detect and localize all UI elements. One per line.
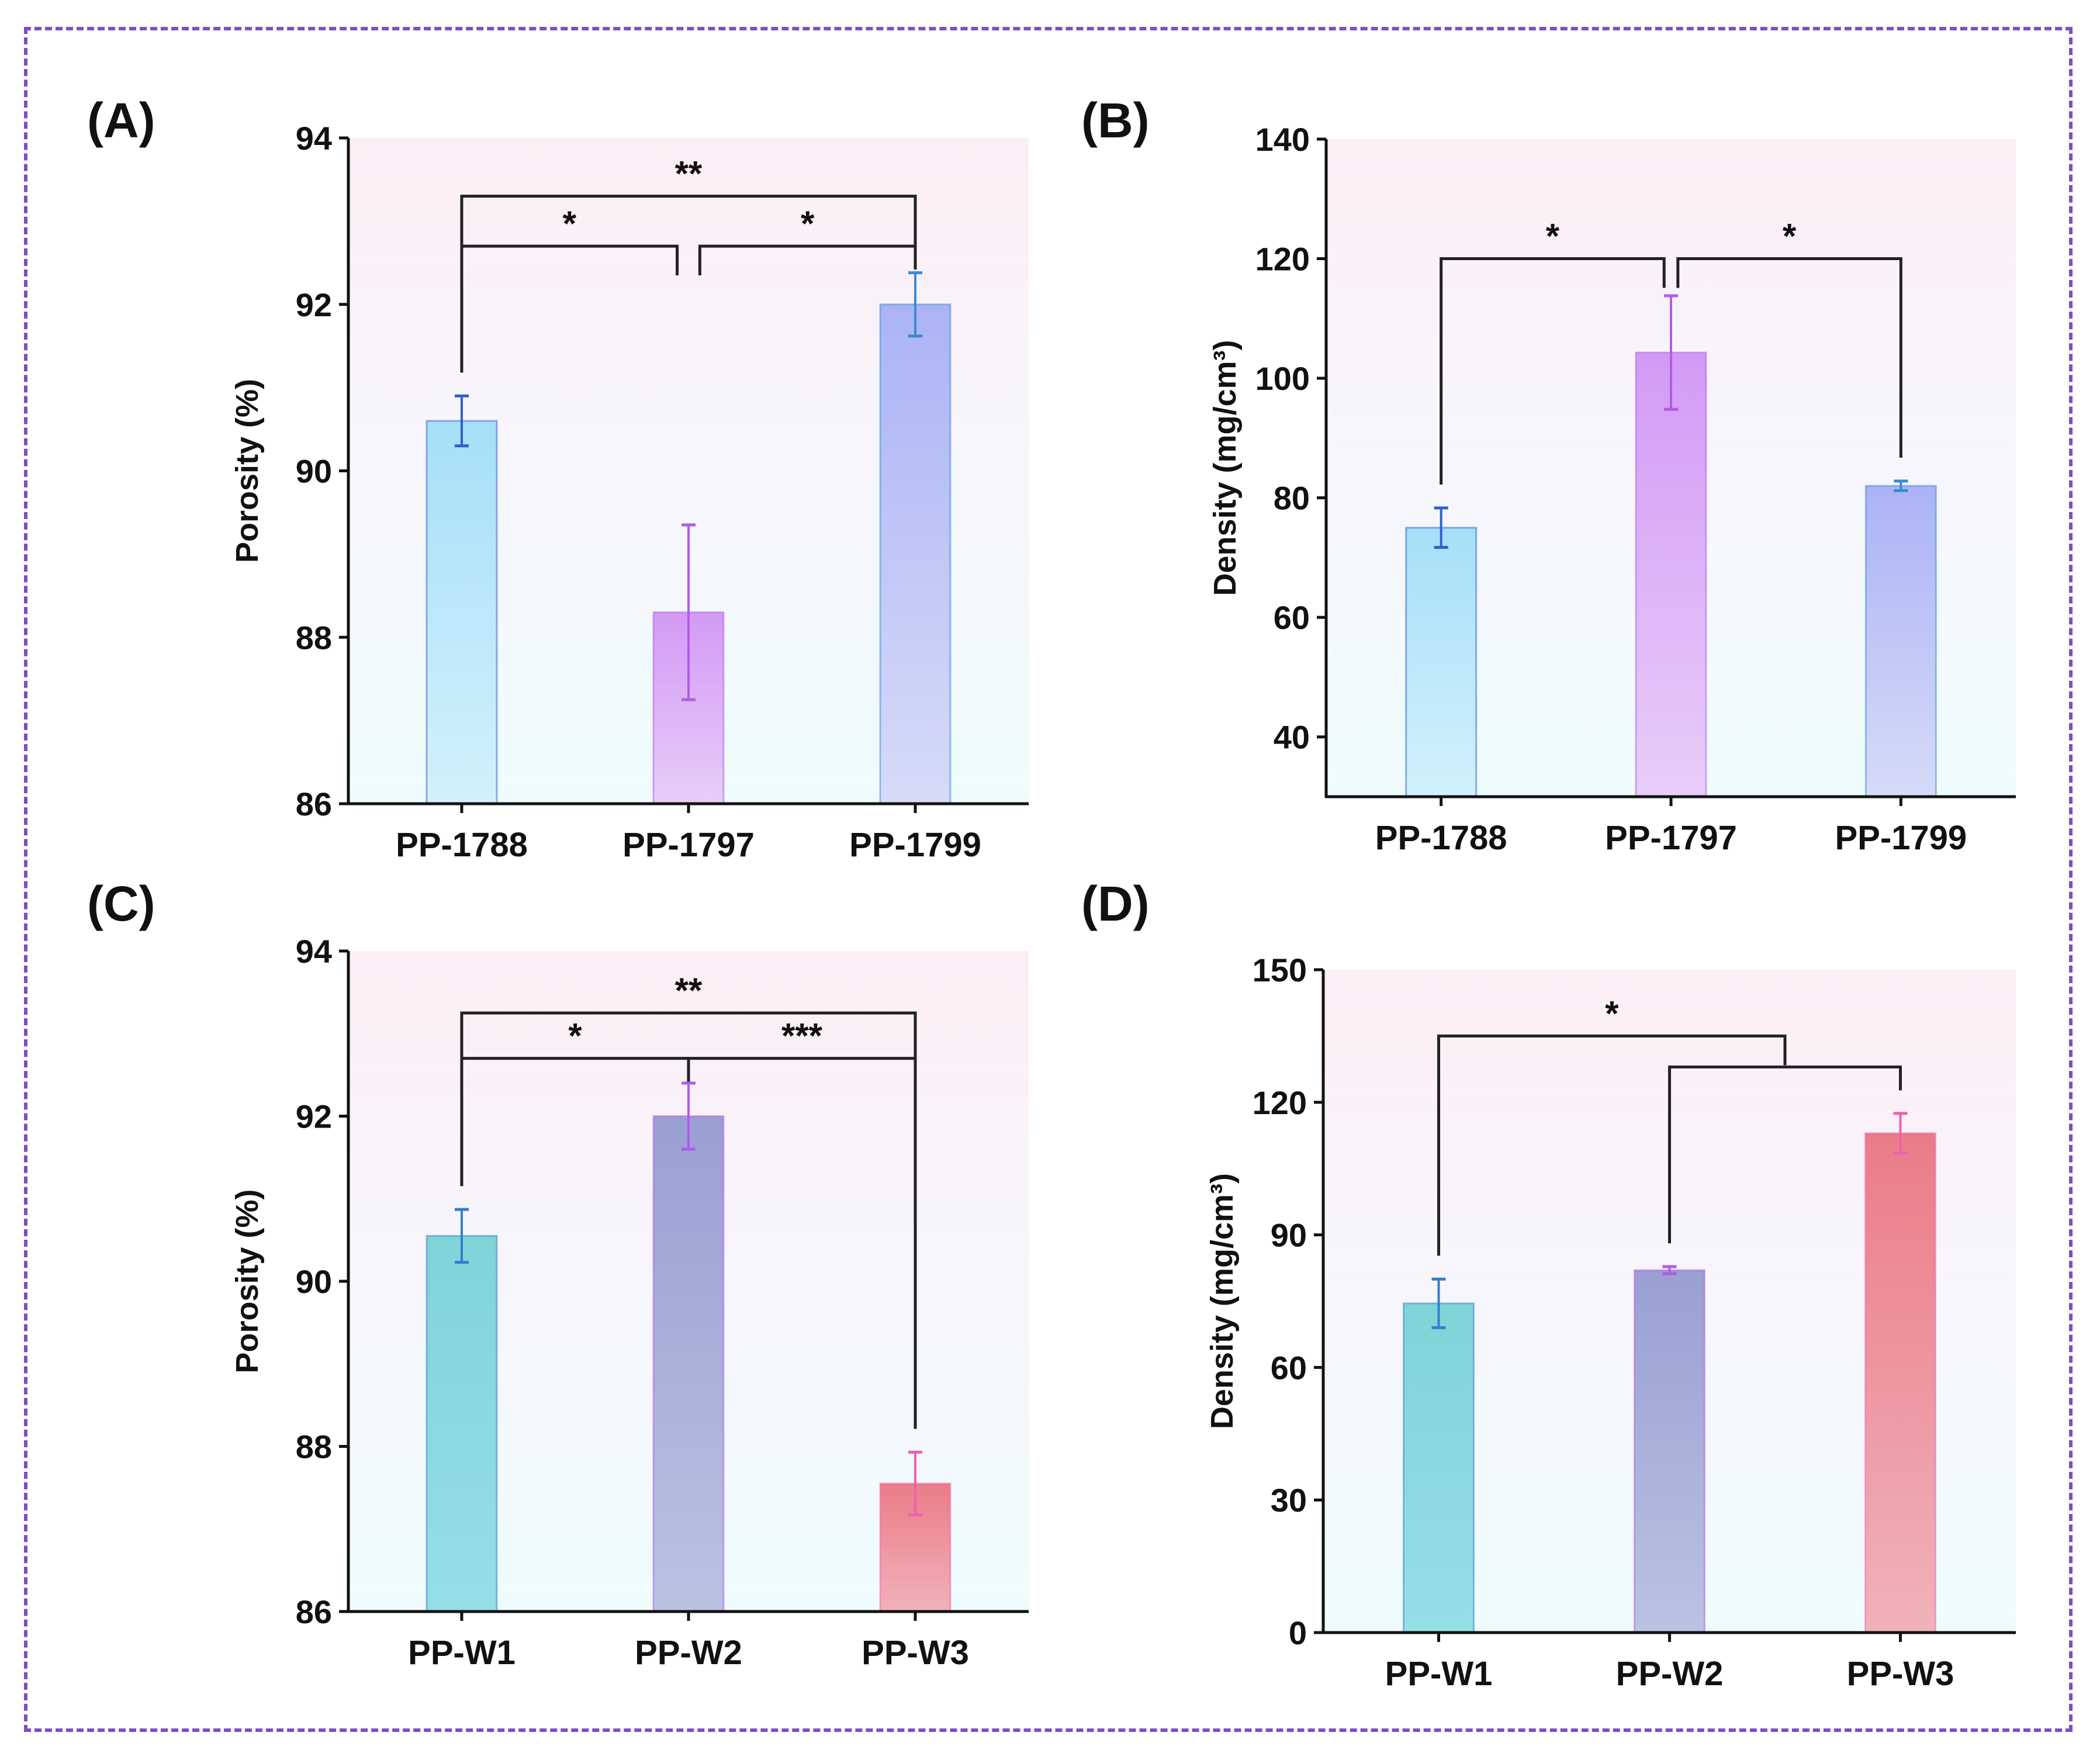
y-tick-label: 86	[296, 786, 332, 822]
significance-bracket	[1668, 1065, 1902, 1244]
significance-label: *	[1783, 217, 1797, 256]
bar-pp-1788	[425, 420, 498, 805]
panel-label: (B)	[1081, 93, 1150, 148]
y-tick-label: 120	[1255, 241, 1310, 278]
y-axis-label: Density (mg/cm³)	[1208, 340, 1243, 596]
significance-bracket	[1440, 257, 1666, 485]
x-tick-label: PP-W1	[408, 1634, 516, 1672]
bar-pp-w1	[1403, 1302, 1475, 1634]
bar-pp-1797	[1635, 351, 1707, 798]
significance-label: ***	[781, 1016, 823, 1056]
significance-bracket	[687, 1057, 917, 1429]
significance-bracket	[1676, 257, 1902, 458]
y-tick-label: 90	[1271, 1217, 1307, 1254]
significance-label: **	[675, 154, 703, 193]
y-tick-label: 92	[296, 286, 332, 323]
y-tick-label: 94	[296, 933, 332, 970]
y-tick-label: 150	[1253, 952, 1307, 988]
x-tick-label: PP-1797	[622, 826, 755, 864]
y-tick-label: 88	[296, 619, 332, 656]
panel-label: (C)	[87, 876, 155, 931]
y-tick-label: 90	[296, 453, 332, 490]
x-tick-label: PP-1799	[849, 826, 981, 864]
y-tick-label: 0	[1289, 1614, 1307, 1651]
significance-bracket	[460, 244, 679, 373]
dashed-figure-border	[24, 27, 2073, 1732]
chart-panel-b: (B) 40 60 80 100 120 140 PP-1788 PP-1797 PP-1799 D…	[1081, 93, 2016, 857]
y-tick-label: 88	[296, 1429, 332, 1465]
x-tick-label: PP-1799	[1835, 819, 1967, 857]
bar-pp-w2	[1634, 1269, 1705, 1634]
chart-panel-c: (C) 86 88 90 92 94 PP-W1 PP-W2 PP-W3 Porosity (%)…	[87, 876, 1029, 1672]
y-tick-label: 40	[1274, 719, 1310, 756]
y-tick-label: 30	[1271, 1482, 1307, 1519]
chart-panel-a: (A) 86 88 90 92 94 PP-1788 PP-1797 PP-1799 Porosi…	[87, 93, 1029, 864]
y-tick-label: 90	[296, 1263, 332, 1300]
x-tick-label: PP-W3	[862, 1634, 969, 1672]
bar-pp-1799	[1864, 485, 1937, 798]
bar-pp-w3	[1864, 1132, 1936, 1634]
y-tick-label: 86	[296, 1593, 332, 1630]
y-axis-label: Porosity (%)	[230, 1189, 265, 1373]
x-tick-label: PP-W3	[1847, 1655, 1954, 1693]
significance-label: **	[675, 971, 703, 1010]
y-axis-label: Porosity (%)	[230, 379, 265, 563]
y-tick-label: 92	[296, 1098, 332, 1135]
significance-bracket	[698, 244, 917, 276]
bar-pp-1788	[1405, 527, 1478, 798]
bar-pp-w1	[425, 1235, 498, 1613]
y-tick-label: 60	[1271, 1349, 1307, 1386]
significance-label: *	[568, 1016, 582, 1056]
panel-label: (A)	[87, 93, 155, 148]
y-axis-label: Density (mg/cm³)	[1205, 1173, 1240, 1429]
y-tick-label: 60	[1274, 599, 1310, 636]
x-tick-label: PP-W1	[1385, 1655, 1493, 1693]
panel-label: (D)	[1081, 876, 1150, 931]
significance-bracket	[1437, 1034, 1787, 1256]
y-tick-label: 100	[1255, 360, 1310, 397]
bar-pp-1799	[879, 303, 952, 805]
y-tick-label: 120	[1253, 1084, 1307, 1121]
y-tick-label: 140	[1255, 121, 1310, 158]
significance-label: *	[1605, 994, 1619, 1033]
significance-label: *	[1546, 217, 1560, 256]
x-tick-label: PP-1797	[1605, 819, 1737, 857]
bar-pp-w2	[652, 1115, 725, 1613]
chart-panel-d: (D) 0 30 60 90 120 150 PP-W1 PP-W2 PP-W3 Density (…	[1081, 876, 2016, 1693]
significance-label: *	[563, 204, 577, 243]
x-tick-label: PP-W2	[1616, 1655, 1724, 1693]
significance-label: *	[801, 204, 815, 243]
x-tick-label: PP-1788	[396, 826, 528, 864]
x-tick-label: PP-W2	[635, 1634, 742, 1672]
x-tick-label: PP-1788	[1375, 819, 1507, 857]
y-tick-label: 80	[1274, 480, 1310, 517]
y-tick-label: 94	[296, 120, 332, 157]
